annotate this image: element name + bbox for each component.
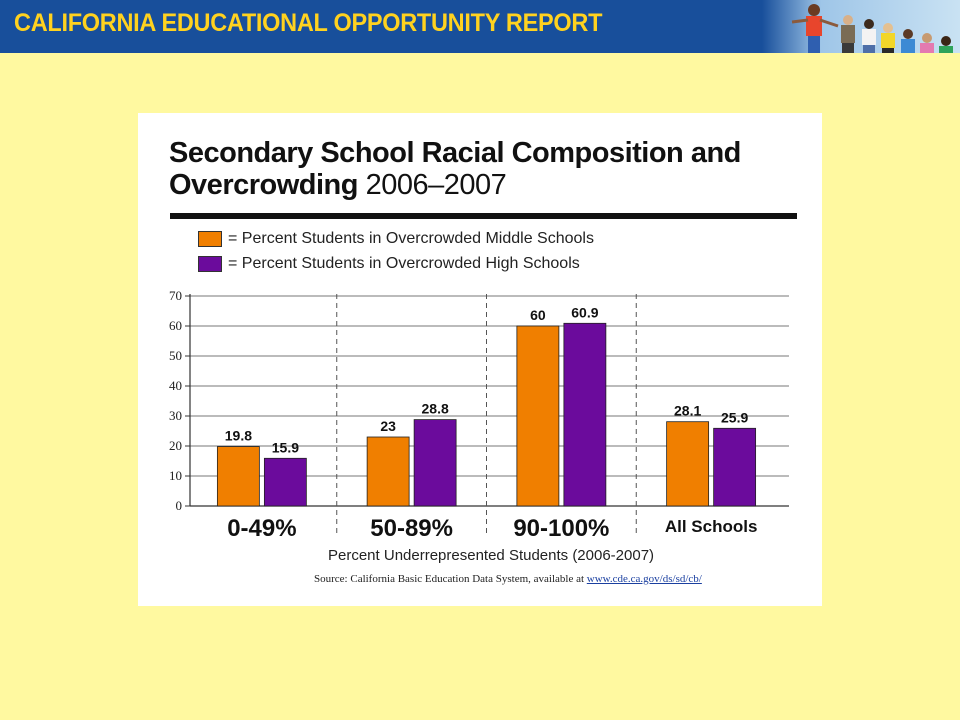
chart-title: Secondary School Racial Composition and … [169,137,809,201]
data-label: 19.8 [225,428,252,444]
source-note: Source: California Basic Education Data … [314,573,702,585]
data-label: 15.9 [272,439,299,455]
y-tick-label: 50 [169,348,182,363]
legend-label-high: = Percent Students in Overcrowded High S… [228,255,580,272]
chart-title-text: Secondary School Racial Composition and … [169,137,741,201]
header-banner: CALIFORNIA EDUCATIONAL OPPORTUNITY REPOR… [0,0,960,53]
data-label: 28.1 [674,403,701,419]
legend-swatch-middle [198,231,222,247]
x-category-label: All Schools [665,517,758,536]
data-label: 23 [380,418,396,434]
y-tick-label: 70 [169,288,182,303]
title-divider [170,213,797,219]
x-category-label: 90-100% [513,515,609,542]
y-tick-label: 30 [169,408,182,423]
bar-middle-school [216,446,260,507]
y-tick-label: 60 [169,318,182,333]
legend-item-high: = Percent Students in Overcrowded High S… [198,254,580,274]
bar-high-school [263,457,307,507]
source-link[interactable]: www.cde.ca.gov/ds/sd/cb/ [586,573,702,585]
chart-title-years: 2006–2007 [365,169,507,201]
bar-middle-school [366,436,410,507]
bar-chart-plot: 0 10 20 30 40 50 60 70 19.8 15.9 0-49% 23 28.8 50-89%… [169,288,789,542]
y-tick-label: 10 [169,468,182,483]
data-label: 28.8 [422,401,449,417]
bar-middle-school [666,421,710,507]
children-photo [762,0,960,53]
y-tick-label: 40 [169,378,182,393]
source-text: Source: California Basic Education Data … [314,573,587,585]
report-title: CALIFORNIA EDUCATIONAL OPPORTUNITY REPOR… [14,9,603,37]
legend-item-middle: = Percent Students in Overcrowded Middle… [198,229,594,249]
bar-high-school [413,419,457,507]
x-category-label: 50-89% [370,515,453,542]
chart-card: Secondary School Racial Composition and … [138,113,822,606]
x-category-label: 0-49% [227,515,296,542]
bar-middle-school [516,325,560,507]
bar-high-school [563,322,607,507]
legend-swatch-high [198,256,222,272]
legend-label-middle: = Percent Students in Overcrowded Middle… [228,230,594,247]
bar-high-school [713,427,757,507]
x-axis-label: Percent Underrepresented Students (2006-… [328,547,655,564]
data-label: 25.9 [721,409,748,425]
data-label: 60.9 [571,304,598,320]
y-tick-label: 20 [169,438,182,453]
y-tick-label: 0 [176,498,183,513]
data-label: 60 [530,307,546,323]
